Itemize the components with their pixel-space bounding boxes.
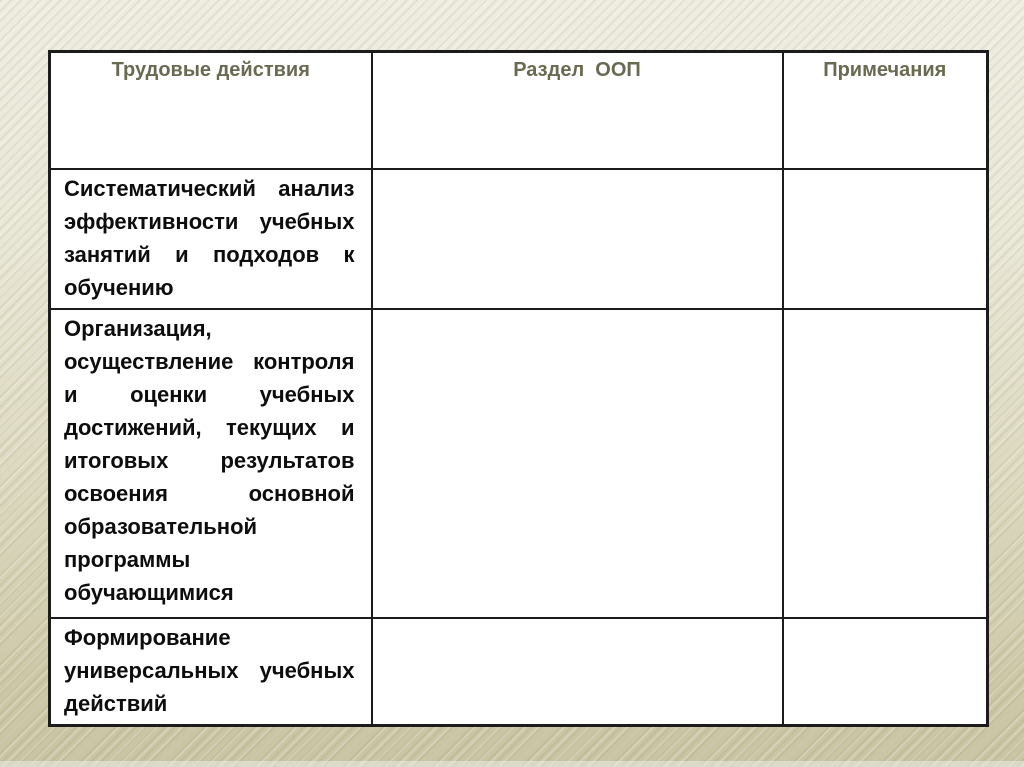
header-oop-section: Раздел ООП: [370, 50, 784, 170]
cell-labor-action: Формирование универсальных учебных дейст…: [48, 616, 373, 726]
cell-oop-section: [370, 167, 784, 310]
cell-labor-action: Организация, осуществление контроля и оц…: [48, 307, 373, 619]
cell-oop-section: [370, 616, 784, 726]
labor-actions-table: Трудовые действия Раздел ООП Примечания …: [48, 50, 989, 727]
table-row: Систематический анализ эффективности уче…: [48, 167, 989, 310]
cell-labor-action: Систематический анализ эффективности уче…: [48, 167, 373, 310]
table-row: Формирование универсальных учебных дейст…: [48, 616, 989, 726]
cell-notes: [781, 616, 989, 726]
cell-notes: [781, 167, 989, 310]
header-labor-actions: Трудовые действия: [48, 50, 373, 170]
header-notes: Примечания: [781, 50, 989, 170]
cell-oop-section: [370, 307, 784, 619]
cell-notes: [781, 307, 989, 619]
header-row: Трудовые действия Раздел ООП Примечания: [48, 50, 989, 170]
table-row: Организация, осуществление контроля и оц…: [48, 307, 989, 619]
slide-bottom-edge: [0, 761, 1024, 767]
